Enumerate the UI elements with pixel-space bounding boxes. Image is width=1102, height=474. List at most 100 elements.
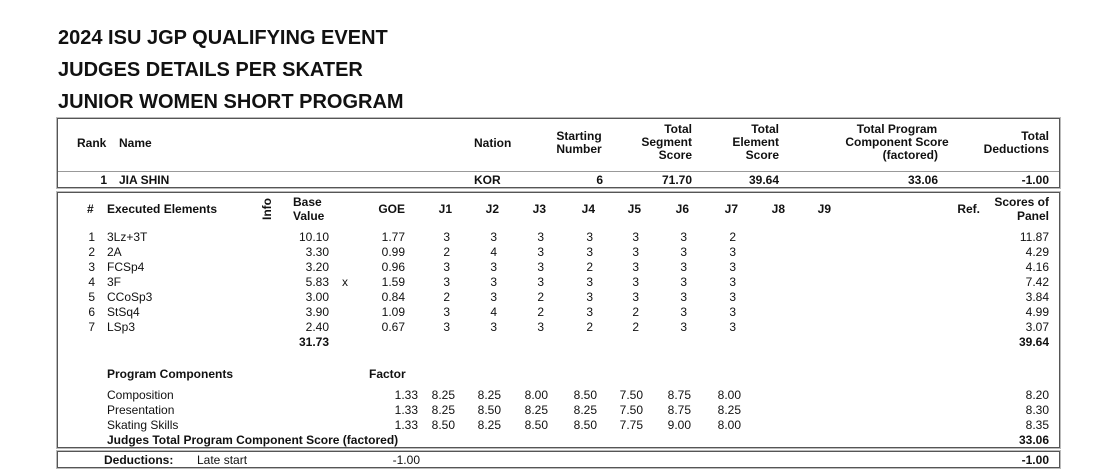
element-code: 3F	[107, 275, 122, 289]
element-judge-score: 3	[729, 260, 736, 274]
element-judge-score: 2	[729, 230, 736, 244]
element-base-value: 5.83	[305, 275, 329, 289]
element-code: FCSp4	[107, 260, 145, 274]
component-judge-score: 8.50	[573, 418, 597, 432]
component-judge-score: 7.50	[619, 403, 643, 417]
element-judge-score: 3	[632, 245, 639, 259]
header-judge-9: J9	[817, 202, 831, 216]
element-number: 6	[88, 305, 95, 319]
component-judge-score: 8.75	[667, 403, 691, 417]
header-scores-of-panel: Panel	[1016, 209, 1049, 223]
header-total-segment-score: Score	[658, 148, 692, 162]
skater-nation: KOR	[474, 173, 501, 187]
element-judge-score: 3	[680, 260, 687, 274]
header-total-pcs: (factored)	[882, 148, 938, 162]
base-value-total: 31.73	[298, 335, 329, 349]
element-judge-score: 3	[443, 275, 450, 289]
element-goe: 1.77	[381, 230, 405, 244]
title-report: JUDGES DETAILS PER SKATER	[58, 59, 363, 81]
element-judge-score: 3	[537, 230, 544, 244]
header-total-element-score: Element	[732, 135, 779, 149]
skater-starting-number: 6	[596, 173, 603, 187]
component-judge-score: 8.50	[524, 418, 548, 432]
element-judge-score: 3	[537, 245, 544, 259]
element-goe: 0.96	[381, 260, 405, 274]
element-judge-score: 2	[443, 245, 450, 259]
deductions-total: -1.00	[1021, 453, 1049, 467]
component-score: 8.30	[1025, 403, 1049, 417]
header-ref: Ref.	[957, 202, 980, 216]
component-judge-score: 8.25	[477, 388, 501, 402]
element-code: LSp3	[107, 320, 136, 334]
header-base-value: Base	[293, 195, 322, 209]
header-total-pcs: Component Score	[845, 135, 949, 149]
element-panel-score: 3.07	[1025, 320, 1049, 334]
element-base-value: 10.10	[298, 230, 329, 244]
skater-rank: 1	[100, 173, 107, 187]
component-judge-score: 9.00	[667, 418, 691, 432]
element-panel-score: 3.84	[1025, 290, 1049, 304]
element-goe: 1.59	[381, 275, 405, 289]
element-judge-score: 3	[443, 320, 450, 334]
skater-total-pcs: 33.06	[907, 173, 938, 187]
header-total-pcs: Total Program	[856, 122, 938, 136]
pcs-total-label: Judges Total Program Component Score (fa…	[107, 433, 399, 447]
element-goe: 1.09	[381, 305, 405, 319]
element-base-value: 2.40	[305, 320, 329, 334]
element-judge-score: 3	[632, 275, 639, 289]
element-judge-score: 3	[443, 230, 450, 244]
header-total-element-score: Score	[745, 148, 779, 162]
element-info: x	[342, 275, 348, 289]
header-scores-of-panel: Scores of	[994, 195, 1049, 209]
element-code: StSq4	[107, 305, 140, 319]
element-judge-score: 3	[680, 320, 687, 334]
element-number: 4	[88, 275, 95, 289]
skater-total-deductions: -1.00	[1021, 173, 1049, 187]
element-base-value: 3.30	[305, 245, 329, 259]
element-judge-score: 2	[632, 305, 639, 319]
header-rank: Rank	[77, 136, 107, 150]
element-judge-score: 3	[729, 245, 736, 259]
element-judge-score: 3	[729, 290, 736, 304]
element-number: 5	[88, 290, 95, 304]
skater-summary-box	[57, 118, 1060, 188]
element-code: 3Lz+3T	[107, 230, 148, 244]
element-panel-score: 4.99	[1025, 305, 1049, 319]
component-judge-score: 7.75	[619, 418, 643, 432]
component-judge-score: 8.25	[477, 418, 501, 432]
component-judge-score: 8.50	[431, 418, 455, 432]
scores-box	[57, 192, 1060, 448]
component-judge-score: 8.50	[477, 403, 501, 417]
header-total-deductions: Total	[1021, 129, 1049, 143]
deductions-label: Deductions:	[104, 453, 174, 467]
skater-total-segment-score: 71.70	[661, 173, 692, 187]
header-name: Name	[119, 136, 152, 150]
skater-total-element-score: 39.64	[748, 173, 779, 187]
header-judge-8: J8	[771, 202, 785, 216]
component-factor: 1.33	[394, 403, 418, 417]
element-judge-score: 2	[537, 290, 544, 304]
element-judge-score: 4	[490, 305, 497, 319]
element-number: 2	[88, 245, 95, 259]
element-judge-score: 2	[586, 260, 593, 274]
element-judge-score: 2	[632, 320, 639, 334]
header-judge-7: J7	[724, 202, 738, 216]
element-judge-score: 3	[680, 245, 687, 259]
header-base-value: Value	[293, 209, 325, 223]
header-judge-4: J4	[581, 202, 595, 216]
element-judge-score: 3	[537, 275, 544, 289]
element-panel-score: 7.42	[1025, 275, 1049, 289]
element-base-value: 3.20	[305, 260, 329, 274]
component-judge-score: 7.50	[619, 388, 643, 402]
element-judge-score: 4	[490, 245, 497, 259]
element-base-value: 3.90	[305, 305, 329, 319]
element-judge-score: 3	[680, 305, 687, 319]
element-panel-score: 11.87	[1019, 230, 1049, 244]
element-panel-score: 4.29	[1025, 245, 1049, 259]
skater-name: JIA SHIN	[119, 173, 170, 187]
header-judge-3: J3	[532, 202, 546, 216]
program-components-header: Program Components	[107, 367, 234, 381]
element-judge-score: 3	[490, 260, 497, 274]
component-judge-score: 8.25	[717, 403, 741, 417]
header-executed-elements: Executed Elements	[107, 202, 218, 216]
